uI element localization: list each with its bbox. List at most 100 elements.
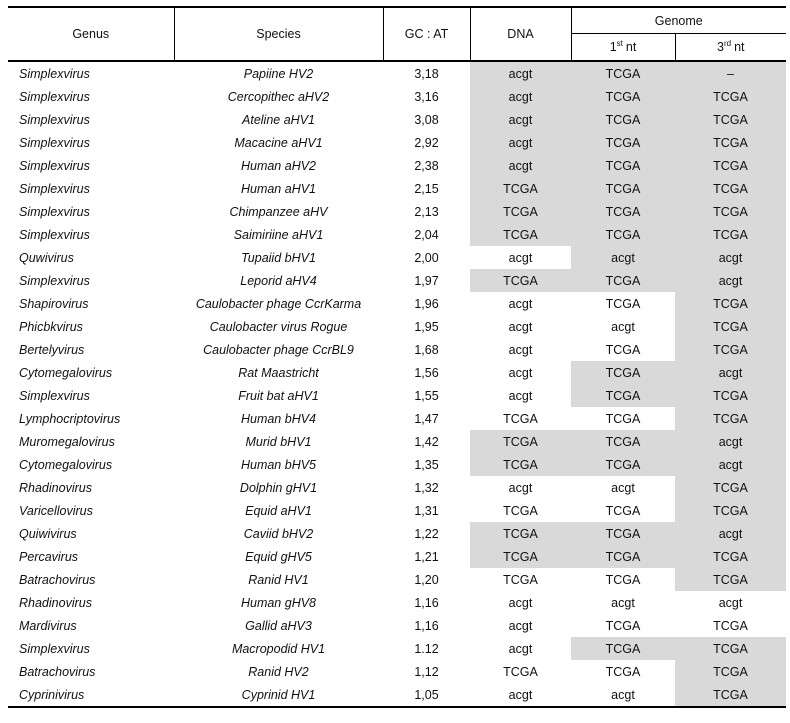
- table-row: Shapirovirus Caulobacter phage CcrKarma 1,…: [8, 292, 787, 315]
- nt3-cell: TCGA: [675, 637, 787, 660]
- nt3-cell: TCGA: [675, 407, 787, 430]
- genus-cell: Simplexvirus: [19, 181, 90, 196]
- nt1-cell: TCGA: [605, 618, 641, 633]
- genus-cell: Varicellovirus: [19, 503, 93, 518]
- header-genus: Genus: [8, 6, 175, 62]
- nt1-cell: TCGA: [571, 154, 675, 177]
- gcat-cell: 3,18: [414, 66, 439, 81]
- genus-cell: Cyprinivirus: [8, 683, 174, 708]
- dna-cell: acgt: [508, 641, 533, 656]
- nt3-cell: TCGA: [675, 85, 787, 108]
- table-row: Batrachovirus Ranid HV1 1,20 TCGA TCGA TCGA: [8, 568, 787, 591]
- table-row: Simplexvirus Saimiriine aHV1 2,04 TCGA TCGA T…: [8, 223, 787, 246]
- species-cell: Leporid aHV4: [240, 273, 317, 288]
- species-cell: Macacine aHV1: [234, 135, 323, 150]
- species-cell: Human aHV2: [240, 158, 317, 173]
- nt3-cell: acgt: [718, 595, 743, 610]
- species-cell: Ranid HV2: [248, 664, 309, 679]
- gcat-cell: 1,21: [414, 549, 439, 564]
- genus-cell: Batrachovirus: [19, 572, 96, 587]
- nt1-cell: TCGA: [571, 361, 675, 384]
- header-row-sub: 1st nt 3rd nt: [8, 33, 787, 62]
- table-row: Lymphocriptovirus Human bHV4 1,47 TCGA TCGA T…: [8, 407, 787, 430]
- nt1-cell: TCGA: [605, 572, 641, 587]
- gcat-cell: 1,56: [414, 365, 439, 380]
- species-cell: Rat Maastricht: [238, 365, 319, 380]
- table-row: Quwivirus Tupaiid bHV1 2,00 acgt acgt acgt: [8, 246, 787, 269]
- nt1-cell: acgt: [611, 480, 635, 495]
- nt1-cell: TCGA: [571, 61, 675, 85]
- nt1-cell: TCGA: [571, 223, 675, 246]
- gcat-cell: 2,00: [414, 250, 439, 265]
- dna-cell: acgt: [508, 618, 533, 633]
- gcat-cell: 1.12: [414, 641, 439, 656]
- species-cell: Cercopithec aHV2: [227, 89, 330, 104]
- nt1-cell: TCGA: [605, 664, 641, 679]
- species-cell: Dolphin gHV1: [239, 480, 318, 495]
- gcat-cell: 1,31: [414, 503, 439, 518]
- dna-cell: TCGA: [470, 200, 571, 223]
- dna-cell: TCGA: [470, 269, 571, 292]
- nt1-cell: TCGA: [571, 637, 675, 660]
- header-genome: Genome: [571, 6, 787, 34]
- species-cell: Caulobacter phage CcrBL9: [203, 342, 354, 357]
- table-row: Mardivirus Gallid aHV3 1,16 acgt TCGA TCGA: [8, 614, 786, 637]
- nt3-cell: TCGA: [675, 568, 787, 591]
- gcat-cell: 2,38: [414, 158, 439, 173]
- genus-cell: Lymphocriptovirus: [19, 411, 121, 426]
- table-row: Varicellovirus Equid aHV1 1,31 TCGA TCGA TCGA: [8, 499, 787, 522]
- gcat-cell: 1,97: [414, 273, 439, 288]
- species-cell: Equid aHV1: [245, 503, 312, 518]
- nt1-cell: TCGA: [571, 200, 675, 223]
- nt3-cell: TCGA: [675, 154, 787, 177]
- table-row: Simplexvirus Papiine HV2 3,18 acgt TCGA –: [8, 61, 787, 85]
- species-cell: Human gHV8: [240, 595, 317, 610]
- genus-cell: Shapirovirus: [19, 296, 89, 311]
- nt1-cell: TCGA: [571, 384, 675, 407]
- genus-cell: Quwivirus: [19, 250, 74, 265]
- dna-cell: TCGA: [470, 430, 571, 453]
- genus-cell: Cytomegalovirus: [19, 365, 113, 380]
- table-row: Cyprinivirus Cyprinid HV1 1,05 acgt acgt TCGA: [8, 683, 787, 708]
- genus-cell: Muromegalovirus: [19, 434, 115, 449]
- table-row: Percavirus Equid gHV5 1,21 TCGA TCGA TCGA: [8, 545, 787, 568]
- nt3-cell: TCGA: [675, 683, 787, 708]
- table-row: Cytomegalovirus Human bHV5 1,35 TCGA TCGA acg…: [8, 453, 787, 476]
- dna-cell: acgt: [508, 388, 533, 403]
- species-cell: Human aHV1: [240, 181, 317, 196]
- nt3-cell: acgt: [675, 361, 787, 384]
- dna-cell: TCGA: [503, 503, 538, 518]
- dna-cell: acgt: [508, 319, 533, 334]
- gcat-cell: 1,16: [414, 595, 439, 610]
- genus-cell: Simplexvirus: [19, 66, 90, 81]
- table-row: Simplexvirus Fruit bat aHV1 1,55 acgt TCGA TC…: [8, 384, 787, 407]
- table-row: Simplexvirus Macropodid HV1 1.12 acgt TCGA TC…: [8, 637, 787, 660]
- dna-cell: acgt: [508, 250, 533, 265]
- genus-cell: Rhadinovirus: [19, 480, 92, 495]
- dna-cell: TCGA: [470, 223, 571, 246]
- nt1-cell: acgt: [571, 683, 675, 708]
- gcat-cell: 2,13: [414, 204, 439, 219]
- table-row: Phicbkvirus Caulobacter virus Rogue 1,95 ac…: [8, 315, 787, 338]
- genus-cell: Simplexvirus: [19, 135, 90, 150]
- species-cell: Human bHV5: [240, 457, 317, 472]
- genus-cell: Batrachovirus: [19, 664, 96, 679]
- nt1-cell: acgt: [611, 319, 635, 334]
- nt1-cell: TCGA: [605, 342, 641, 357]
- nt3-ordinal: rd: [723, 38, 732, 48]
- genus-cell: Simplexvirus: [19, 204, 90, 219]
- nt1-cell: TCGA: [571, 177, 675, 200]
- genus-cell: Bertelyvirus: [19, 342, 85, 357]
- table-row: Cytomegalovirus Rat Maastricht 1,56 acgt TCG…: [8, 361, 787, 384]
- table-row: Simplexvirus Leporid aHV4 1,97 TCGA TCGA acgt: [8, 269, 787, 292]
- gcat-cell: 1,16: [414, 618, 439, 633]
- table-header: Genus Species GC : AT DNA Genome 1st nt 3…: [8, 6, 787, 62]
- header-3rd-nt: 3rd nt: [675, 33, 787, 62]
- nt1-number: 1: [609, 40, 617, 54]
- species-cell: Caulobacter phage CcrKarma: [195, 296, 362, 311]
- nt1-unit: nt: [625, 40, 637, 54]
- gcat-cell: 1,42: [414, 434, 439, 449]
- table-row: Simplexvirus Macacine aHV1 2,92 acgt TCGA TCG…: [8, 131, 787, 154]
- dna-cell: acgt: [470, 154, 571, 177]
- genus-cell: Cytomegalovirus: [19, 457, 113, 472]
